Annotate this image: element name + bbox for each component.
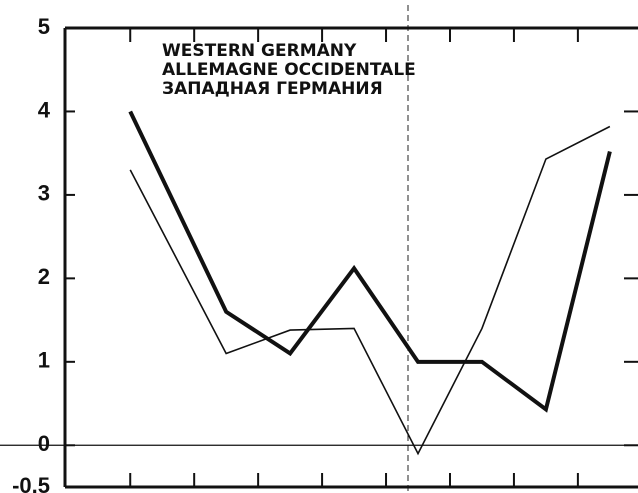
- y-tick-label: 1: [38, 348, 50, 373]
- data-line: [128, 110, 612, 413]
- y-tick-label: 4: [38, 97, 51, 122]
- y-tick-label: -0.5: [12, 473, 50, 493]
- chart-title: WESTERN GERMANY: [162, 41, 357, 61]
- y-tick-label: 2: [38, 264, 50, 289]
- y-tick-label: 0: [38, 431, 50, 456]
- y-tick-label: 3: [38, 181, 50, 206]
- data-line: [129, 125, 611, 456]
- chart-title: ALLEMAGNE OCCIDENTALE: [162, 60, 416, 80]
- chart-title: ЗАПАДНАЯ ГЕРМАНИЯ: [162, 79, 383, 99]
- y-tick-label: 5: [38, 14, 50, 39]
